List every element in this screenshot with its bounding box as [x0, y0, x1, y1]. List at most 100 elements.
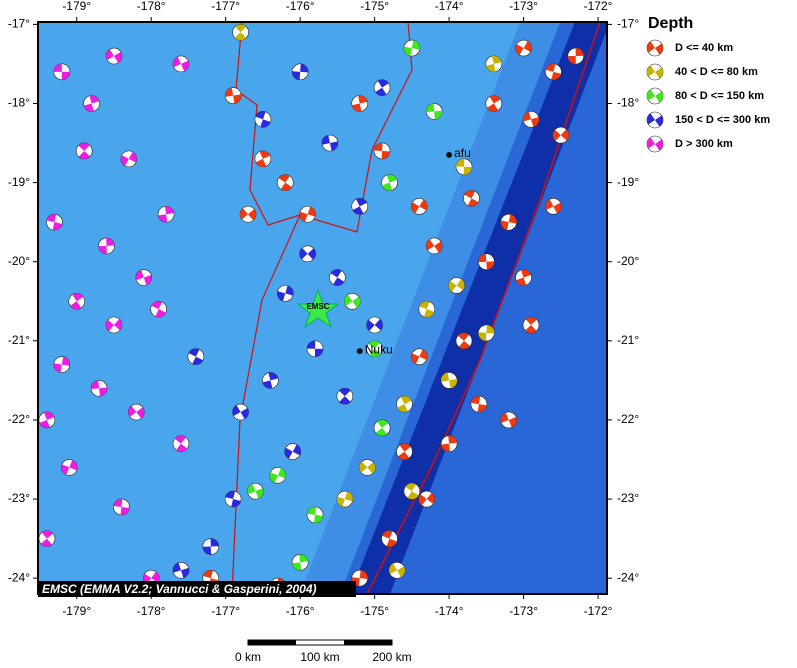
- legend: Depth D <= 40 km 40 < D <= 80 km 80 < D <=…: [646, 15, 770, 153]
- place-dot: [356, 348, 363, 355]
- ball-quadrant: [500, 412, 517, 428]
- beachball: [247, 482, 264, 500]
- ball-quadrant: [405, 483, 419, 500]
- beachball: [545, 63, 562, 81]
- beachball: [83, 95, 100, 112]
- beachball: [75, 142, 93, 160]
- scale-label: 200 km: [372, 650, 411, 663]
- ball-quadrant: [53, 356, 70, 373]
- beachball: [46, 213, 63, 231]
- ball-quadrant: [411, 199, 428, 214]
- lat-label: -17°: [617, 17, 639, 31]
- ball-quadrant: [234, 24, 247, 41]
- beachball: [150, 300, 167, 318]
- lat-label: -23°: [617, 491, 639, 505]
- beachball: [522, 111, 540, 128]
- ball-quadrant: [225, 491, 241, 508]
- ball-quadrant: [464, 190, 479, 207]
- ball-quadrant: [292, 63, 309, 80]
- ball-quadrant: [292, 554, 309, 571]
- star: [296, 288, 340, 329]
- credit-box: [38, 581, 356, 597]
- ball-quadrant: [174, 435, 188, 452]
- ball-quadrant: [151, 301, 166, 318]
- ball-quadrant: [352, 198, 367, 215]
- ball-quadrant: [83, 95, 100, 112]
- beachball: [299, 205, 316, 223]
- beachball: [105, 47, 123, 65]
- beachball: [470, 395, 488, 413]
- ball-quadrant: [366, 319, 383, 331]
- ball-quadrant: [120, 151, 137, 166]
- beachball: [120, 150, 138, 168]
- ball-quadrant: [113, 498, 130, 515]
- ball-quadrant: [262, 372, 279, 389]
- beachball: [440, 372, 458, 389]
- beachball: [284, 443, 302, 460]
- beachball: [515, 269, 532, 286]
- beachball: [455, 158, 473, 176]
- ball-quadrant: [368, 340, 381, 357]
- ball-quadrant: [486, 55, 502, 72]
- ball-quadrant: [61, 460, 78, 475]
- ball-quadrant: [478, 325, 495, 341]
- beachball: [425, 237, 443, 255]
- lat-label: -18°: [8, 96, 30, 110]
- ball-quadrant: [344, 294, 361, 308]
- ball-quadrant: [359, 461, 376, 474]
- beachball: [366, 316, 383, 334]
- beachball: [60, 459, 78, 476]
- ball-quadrant: [232, 405, 249, 419]
- ball-quadrant: [647, 137, 663, 151]
- beachball: [463, 190, 480, 207]
- ball-quadrant: [419, 301, 435, 318]
- ball-quadrant: [567, 47, 584, 65]
- beachball: [38, 411, 56, 429]
- beachball: [135, 269, 153, 286]
- beachball: [172, 55, 190, 73]
- beachball: [113, 498, 130, 516]
- beachball: [522, 316, 540, 334]
- beachball: [306, 506, 324, 524]
- beachball: [254, 111, 272, 128]
- ball-quadrant: [278, 174, 292, 191]
- place-dot: [446, 151, 453, 158]
- beachball: [202, 538, 220, 555]
- beachball: [478, 324, 495, 342]
- legend-label: D <= 40 km: [675, 42, 733, 54]
- ball-quadrant: [525, 317, 537, 333]
- ball-quadrant: [418, 492, 435, 506]
- lat-label: -24°: [8, 570, 30, 584]
- ball-quadrant: [46, 214, 63, 231]
- beachball: [329, 269, 346, 286]
- beachball: [306, 340, 324, 358]
- beachball: [239, 205, 257, 223]
- lon-label: -173°: [509, 604, 538, 618]
- ball-quadrant: [336, 491, 353, 507]
- ball-quadrant: [307, 506, 323, 523]
- ball-quadrant: [299, 247, 316, 260]
- beachball: [157, 205, 175, 223]
- beachball: [646, 87, 664, 105]
- beachball: [403, 39, 421, 57]
- lat-label: -22°: [8, 412, 30, 426]
- ball-quadrant: [91, 380, 108, 397]
- place-label: Nuku: [365, 342, 393, 356]
- beachball: [515, 39, 532, 57]
- ball-quadrant: [426, 103, 443, 120]
- ball-quadrant: [330, 269, 345, 286]
- beachball: [646, 135, 664, 153]
- ball-quadrant: [545, 199, 562, 214]
- beachball: [485, 95, 503, 112]
- ball-quadrant: [135, 270, 152, 286]
- ball-quadrant: [552, 129, 569, 141]
- ball-quadrant: [403, 40, 420, 56]
- ball-quadrant: [40, 530, 54, 547]
- ball-quadrant: [647, 89, 663, 103]
- beachball: [500, 213, 517, 231]
- ball-quadrant: [647, 113, 663, 127]
- lat-label: -22°: [617, 412, 639, 426]
- beachball: [336, 387, 354, 405]
- ball-quadrant: [339, 388, 351, 405]
- star-label: EMSC: [306, 302, 329, 311]
